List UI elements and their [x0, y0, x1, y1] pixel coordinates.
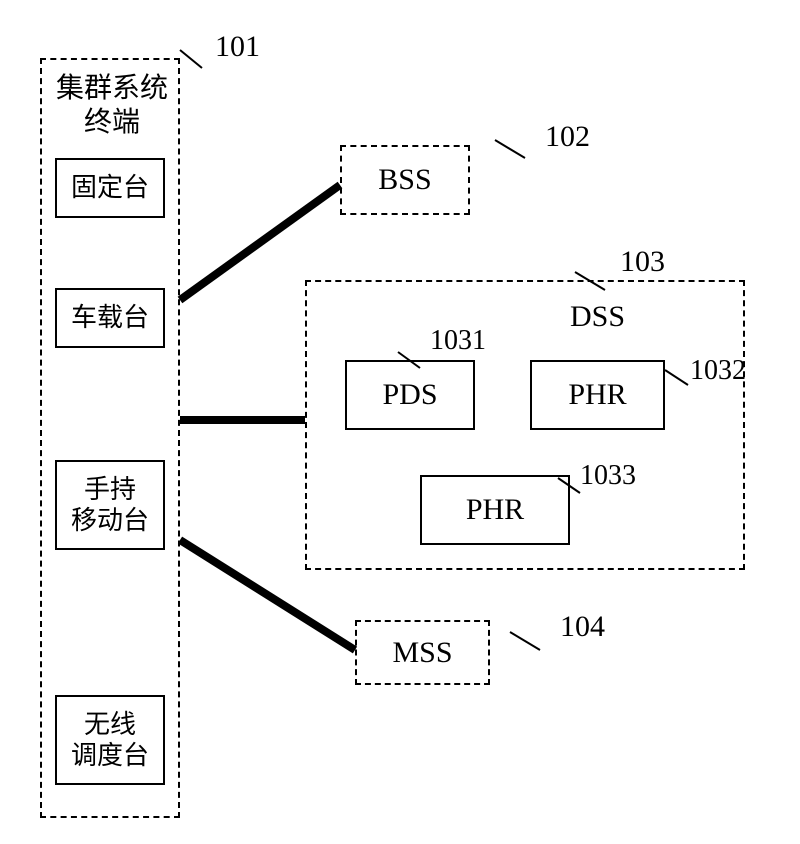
terminal-item-fixed: 固定台 — [55, 158, 165, 218]
terminal-title-line1: 集群系统终端 — [56, 73, 168, 138]
pds-label: PDS — [382, 378, 437, 412]
ref-104: 104 — [560, 610, 605, 644]
pds-box: PDS — [345, 360, 475, 430]
phr1-box: PHR — [530, 360, 665, 430]
ref-101: 101 — [215, 30, 260, 64]
terminal-item-vehicle: 车载台 — [55, 288, 165, 348]
tick-102 — [495, 140, 525, 158]
ref-1033: 1033 — [580, 460, 636, 492]
terminal-item-label: 固定台 — [71, 172, 149, 203]
mss-label: MSS — [392, 636, 452, 670]
terminal-item-label: 无线调度台 — [71, 709, 149, 771]
tick-104 — [510, 632, 540, 650]
phr1-label: PHR — [568, 378, 626, 412]
tick-101 — [180, 50, 202, 68]
terminal-item-wireless: 无线调度台 — [55, 695, 165, 785]
terminal-item-label: 车载台 — [71, 302, 149, 333]
mss-box: MSS — [355, 620, 490, 685]
bss-box: BSS — [340, 145, 470, 215]
ref-103: 103 — [620, 245, 665, 279]
terminal-group-title: 集群系统终端 — [56, 72, 168, 139]
ref-102: 102 — [545, 120, 590, 154]
terminal-item-label: 手持移动台 — [71, 474, 149, 536]
dss-label: DSS — [570, 300, 625, 334]
bss-label: BSS — [378, 163, 431, 197]
ref-1031: 1031 — [430, 325, 486, 357]
ref-1032: 1032 — [690, 355, 746, 387]
phr2-box: PHR — [420, 475, 570, 545]
phr2-label: PHR — [466, 493, 524, 527]
terminal-item-handheld: 手持移动台 — [55, 460, 165, 550]
